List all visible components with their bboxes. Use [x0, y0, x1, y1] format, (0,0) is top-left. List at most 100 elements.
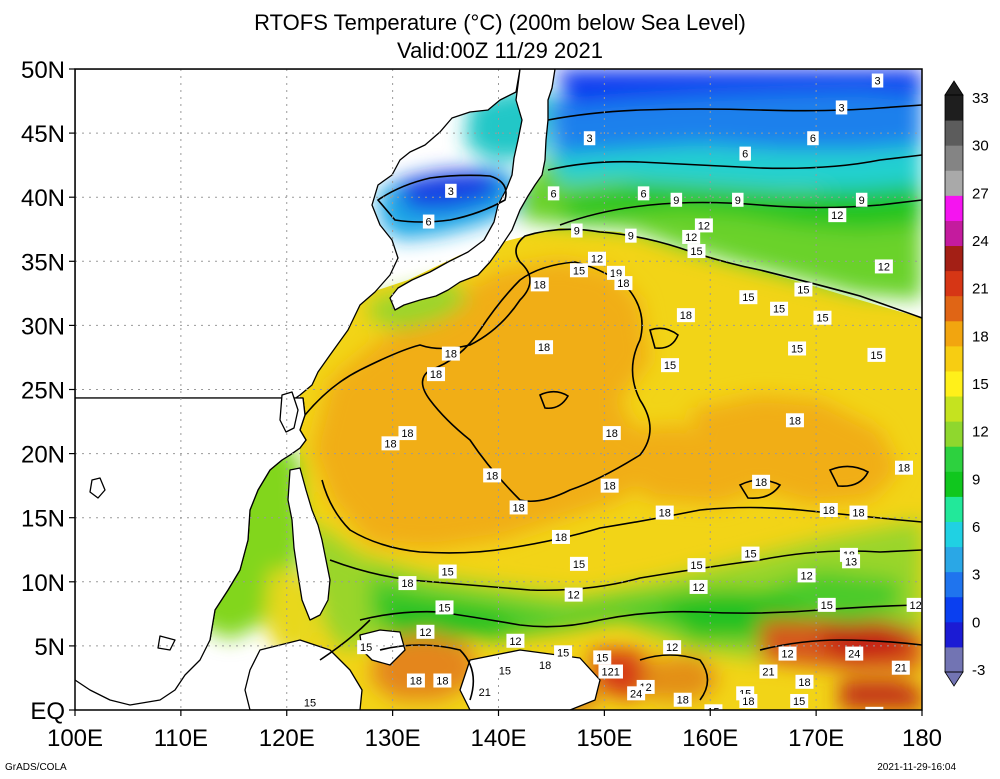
contour-label: 18: [895, 460, 914, 475]
contour-label: 18: [509, 500, 528, 515]
contour-label-text: 15: [791, 343, 803, 355]
colorbar-label: 18: [972, 328, 989, 345]
contour-label: 15: [569, 556, 588, 571]
longitude-label: 140E: [470, 725, 526, 752]
colorbar-label: 24: [972, 233, 989, 250]
colorbar-segment: [945, 220, 963, 247]
contour-label-box: [694, 218, 713, 233]
longitude-label: 180: [902, 725, 942, 752]
latitude-label: 25N: [21, 378, 65, 405]
contour-label-text: 18: [898, 463, 910, 475]
contour-label-box: [770, 301, 789, 316]
contour-label-text: 12: [910, 600, 922, 612]
contour-label-box: [759, 664, 778, 679]
colorbar-segment: [945, 295, 963, 322]
contour-label-text: 15: [438, 602, 450, 614]
contour-label-box: [600, 478, 619, 493]
latitude-label: 30N: [21, 313, 65, 340]
contour-label-text: 18: [430, 369, 442, 381]
contour-label-text: 15: [744, 549, 756, 561]
contour-label-text: 18: [680, 310, 692, 322]
contour-label-box: [587, 251, 606, 266]
contour-label: 3: [445, 183, 457, 198]
colorbar-segment: [945, 546, 963, 573]
contour-label-text: 6: [550, 188, 556, 200]
contour-label-box: [874, 259, 893, 274]
contour-label-text: 18: [445, 349, 457, 361]
contour-label-box: [422, 214, 435, 229]
contour-label-text: 21: [479, 687, 491, 699]
contour-label-box: [867, 347, 886, 362]
contour-label-box: [438, 564, 457, 579]
contour-label-text: 3: [838, 102, 844, 114]
contour-label-text: 24: [630, 688, 642, 700]
contour-label: 15: [817, 597, 836, 612]
contour-label-text: 18: [401, 578, 413, 590]
contour-label-box: [483, 468, 502, 483]
contour-label-box: [673, 692, 692, 707]
contour-label: 18: [483, 468, 502, 483]
contour-label-box: [661, 358, 680, 373]
contour-label-box: [817, 597, 836, 612]
longitude-label: 130E: [365, 725, 421, 752]
contour-label: 6: [807, 131, 819, 146]
contour-label-text: 18: [384, 438, 396, 450]
contour-label: 18: [398, 426, 417, 441]
contour-label: 15: [794, 282, 813, 297]
contour-label-box: [835, 100, 848, 115]
contour-label-box: [547, 186, 560, 201]
contour-label: 3: [871, 73, 884, 88]
contour-label-box: [819, 503, 838, 518]
contour-label: 12: [874, 259, 893, 274]
contour-label-box: [849, 505, 868, 520]
colorbar-segment: [945, 396, 963, 422]
contour-label-text: 18: [534, 279, 546, 291]
colorbar-segment: [945, 521, 963, 548]
contour-label-text: 18: [798, 677, 810, 689]
contour-label: 3: [835, 100, 848, 115]
colorbar-label: 12: [972, 424, 989, 441]
contour-label: 21: [891, 660, 910, 675]
contour-label-text: 18: [617, 278, 629, 290]
contour-label-text: 6: [426, 217, 432, 229]
colorbar-segment: [945, 421, 963, 447]
contour-label-box: [571, 223, 583, 238]
longitude-label: 100E: [47, 725, 103, 752]
contour-label: 24: [627, 686, 646, 701]
colorbar-segment: [945, 195, 963, 221]
contour-label-box: [495, 663, 514, 678]
contour-label-box: [906, 597, 922, 612]
contour-label-text: 15: [360, 642, 372, 654]
contour-label-box: [739, 146, 751, 161]
contour-label: 18: [551, 529, 570, 544]
contour-label: 12: [906, 597, 922, 612]
contour-label: 12: [694, 218, 713, 233]
colorbar-min-arrow: [944, 671, 964, 687]
contour-label-text: 21: [762, 667, 774, 679]
contour-label-box: [842, 554, 861, 569]
contour-label-text: 15: [742, 292, 754, 304]
contour-label-box: [536, 658, 555, 673]
contour-label: 12: [416, 624, 435, 639]
contour-label-text: 12: [419, 627, 431, 639]
colorbar-label: 30: [972, 138, 989, 155]
contour-label: 18: [819, 503, 838, 518]
contour-label-box: [398, 426, 417, 441]
contour-label: 18: [673, 692, 692, 707]
contour-label: 24: [845, 646, 864, 661]
contour-label-box: [813, 310, 832, 325]
contour-label: 15: [790, 694, 809, 709]
contour-label: 15: [593, 650, 612, 665]
contour-label: 18: [655, 505, 674, 520]
contour-label-box: [433, 673, 452, 688]
contour-label-box: [807, 131, 819, 146]
colorbar-label: 6: [972, 519, 980, 536]
contour-label-box: [569, 263, 588, 278]
land-masses: [75, 69, 601, 710]
latitude-label: EQ: [30, 698, 65, 725]
contour-label: 18: [536, 658, 555, 673]
contour-label-box: [687, 558, 706, 573]
contour-label: 12: [778, 646, 797, 661]
contour-label-text: 18: [436, 676, 448, 688]
